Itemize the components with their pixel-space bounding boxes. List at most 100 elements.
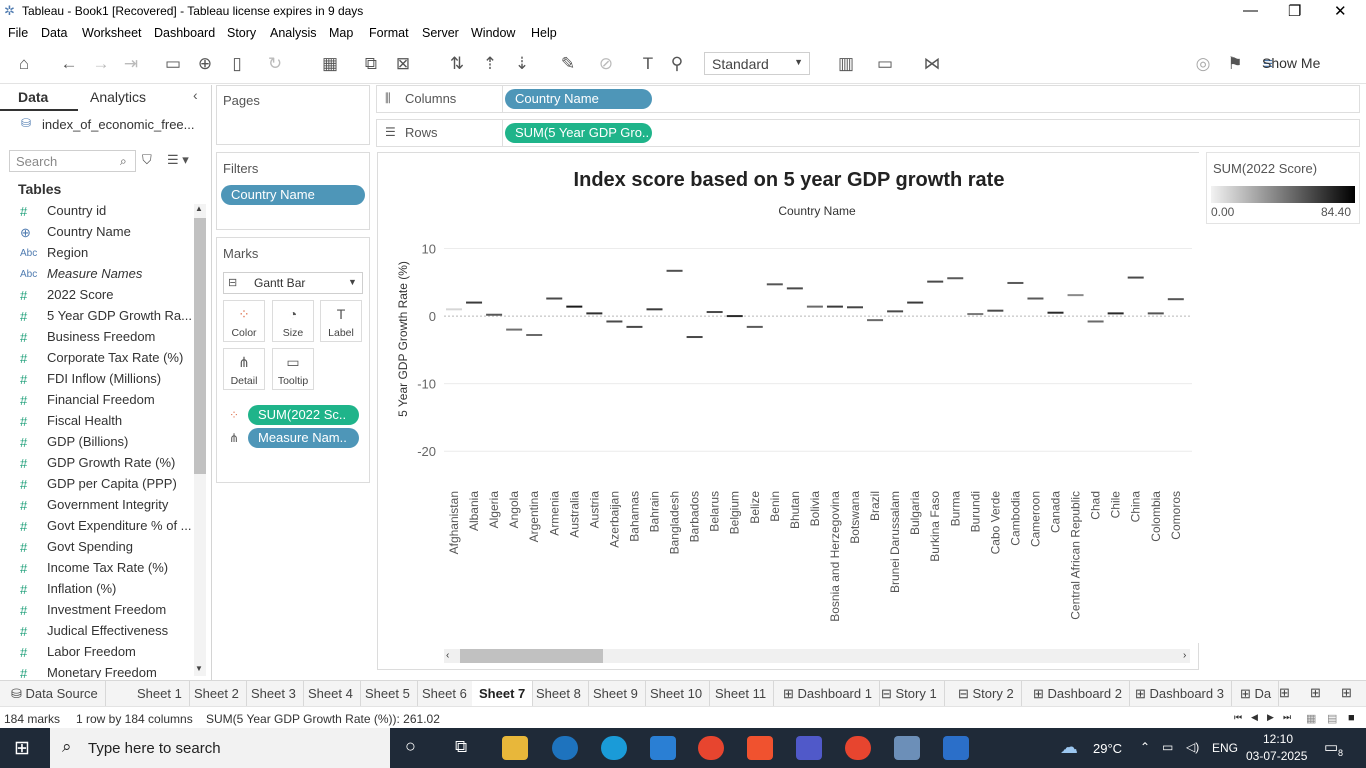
grid-view-icon[interactable]: ▦	[1306, 713, 1317, 725]
field-item[interactable]: # Income Tax Rate (%)	[0, 558, 192, 579]
highlight-icon[interactable]: ✎	[560, 54, 576, 73]
task-view-icon[interactable]: ⧉	[455, 737, 468, 756]
menu-worksheet[interactable]: Worksheet	[82, 26, 142, 40]
view-options-icon[interactable]: ☰ ▾	[167, 152, 189, 167]
sheet-tab[interactable]: ⊞ Dashboard 3	[1128, 681, 1232, 707]
windows-start-icon[interactable]: ⊞	[14, 738, 30, 759]
undo-icon[interactable]: ←	[60, 54, 78, 73]
swap-icon[interactable]: ⇅	[449, 54, 465, 73]
new-dashboard-icon[interactable]: ⊞	[1310, 685, 1321, 700]
new-datasource-icon[interactable]: ⊕	[197, 54, 213, 73]
menu-data[interactable]: Data	[41, 26, 68, 40]
duplicate-icon[interactable]: ⧉	[364, 54, 378, 73]
sort-asc-icon[interactable]: ⇡	[482, 54, 498, 73]
field-item[interactable]: # Investment Freedom	[0, 600, 192, 621]
size-button[interactable]: ◔ Size	[272, 300, 314, 342]
clock-date[interactable]: 03-07-2025	[1246, 749, 1308, 763]
field-item[interactable]: #2022 Score	[0, 285, 192, 306]
columns-pill-country-name[interactable]: Country Name	[505, 89, 652, 109]
teams-icon[interactable]	[796, 736, 822, 760]
new-story-icon[interactable]: ⊞	[1341, 685, 1352, 700]
refresh-icon[interactable]: ↻	[267, 54, 283, 73]
field-item[interactable]: Abc Measure Names	[0, 264, 192, 285]
field-item[interactable]: # Financial Freedom	[0, 390, 192, 411]
cortana-icon[interactable]: ○	[405, 736, 416, 756]
field-item[interactable]: # GDP per Capita (PPP)	[0, 474, 192, 495]
field-item[interactable]: # GDP Growth Rate (%)	[0, 453, 192, 474]
rows-pill-gdp-growth[interactable]: SUM(5 Year GDP Gro..	[505, 123, 652, 143]
field-search-input[interactable]: Search ⌕	[9, 150, 136, 172]
chrome-profile-icon[interactable]	[845, 736, 871, 760]
pause-updates-icon[interactable]: ▯	[232, 54, 242, 73]
detail-button[interactable]: ⋔ Detail	[223, 348, 265, 390]
save-icon[interactable]: ▭	[164, 54, 182, 73]
sheet-tab[interactable]: Sheet 7	[472, 681, 534, 707]
menu-file[interactable]: File	[8, 26, 29, 40]
sheet-tab[interactable]: ⛁ Data Source	[4, 681, 106, 707]
scroll-down-icon[interactable]: ▼	[195, 664, 203, 673]
field-item[interactable]: # Labor Freedom	[0, 642, 192, 663]
filters-card[interactable]: Filters Country Name	[216, 152, 370, 230]
tab-analytics[interactable]: Analytics	[90, 89, 147, 105]
field-item[interactable]: # Fiscal Health	[0, 411, 192, 432]
tray-chevron-icon[interactable]: ⌃	[1140, 740, 1151, 754]
nav-next-icon[interactable]: ▶	[1267, 712, 1274, 722]
notification-icon[interactable]: ▭	[1324, 739, 1339, 756]
menu-help[interactable]: Help	[531, 26, 557, 40]
field-item[interactable]: # Judical Effectiveness	[0, 621, 192, 642]
volume-icon[interactable]: ◁)	[1186, 740, 1200, 754]
redo-icon[interactable]: →	[92, 54, 110, 73]
ie-icon[interactable]	[552, 736, 578, 760]
store-icon[interactable]	[650, 736, 676, 760]
sheet-tab[interactable]: Sheet 11	[708, 681, 775, 707]
mark-type-dropdown[interactable]: ⊟ Gantt Bar ▼	[223, 272, 363, 294]
field-item[interactable]: # Govt Expenditure % of ...	[0, 516, 192, 537]
show-me-icon[interactable]: ≡	[1263, 54, 1273, 73]
photos-icon[interactable]	[943, 736, 969, 760]
color-button[interactable]: ⁘ Color	[223, 300, 265, 342]
nav-prev-icon[interactable]: ◀	[1251, 712, 1258, 722]
field-item[interactable]: # Govt Spending	[0, 537, 192, 558]
brave-icon[interactable]	[747, 736, 773, 760]
label-button[interactable]: T Label	[320, 300, 362, 342]
restore-icon[interactable]: ❐	[1288, 3, 1302, 20]
rows-shelf[interactable]: ☰ Rows SUM(5 Year GDP Gro..	[376, 119, 1360, 147]
tooltip-button[interactable]: ▭ Tooltip	[272, 348, 314, 390]
tab-data[interactable]: Data	[18, 89, 49, 105]
columns-shelf[interactable]: ⫼ Columns Country Name	[376, 85, 1360, 113]
file-explorer-icon[interactable]	[502, 736, 528, 760]
field-item[interactable]: # GDP (Billions)	[0, 432, 192, 453]
field-item[interactable]: Abc Region	[0, 243, 192, 264]
menu-window[interactable]: Window	[471, 26, 516, 40]
language-indicator[interactable]: ENG	[1212, 741, 1239, 755]
sheet-tab[interactable]: Sheet 6	[415, 681, 475, 707]
nav-last-icon[interactable]: ⏭	[1283, 712, 1292, 722]
presentation-icon[interactable]: ▭	[876, 54, 894, 73]
sort-desc-icon[interactable]: ⇣	[514, 54, 530, 73]
new-worksheet-icon[interactable]: ▦	[321, 54, 339, 73]
network-icon[interactable]: ▭	[1162, 740, 1174, 754]
field-item[interactable]: #5 Year GDP Growth Ra...	[0, 306, 192, 327]
sheet-tab[interactable]: Sheet 2	[187, 681, 247, 707]
collapse-pane-icon[interactable]: ‹	[193, 87, 198, 103]
group-icon[interactable]: ⊘	[598, 54, 614, 73]
field-item[interactable]: # Corporate Tax Rate (%)	[0, 348, 192, 369]
sheet-tab[interactable]: ⊞ Dashboard 2	[1026, 681, 1130, 707]
field-item[interactable]: # Monetary Freedom	[0, 663, 192, 678]
nav-first-icon[interactable]: ⏮	[1234, 712, 1243, 722]
field-item[interactable]: # FDI Inflow (Millions)	[0, 369, 192, 390]
scroll-right-icon[interactable]: ›	[1183, 650, 1187, 661]
fit-dropdown[interactable]: Standard ▼	[704, 52, 810, 75]
chart-type-icon[interactable]: ▥	[837, 54, 855, 73]
sheet-tab[interactable]: Sheet 4	[301, 681, 361, 707]
filter-icon[interactable]: ⛉	[142, 152, 152, 167]
filmstrip-icon[interactable]: ▤	[1327, 713, 1338, 725]
sheet-tab[interactable]: Sheet 10	[643, 681, 711, 707]
taskbar-search[interactable]: ⌕ Type here to search	[50, 728, 390, 768]
paint-icon[interactable]: ⚑	[1227, 54, 1243, 73]
marks-pill-measure-names[interactable]: Measure Nam..	[248, 428, 359, 448]
menu-format[interactable]: Format	[369, 26, 409, 40]
datasource-name[interactable]: index_of_economic_free...	[42, 117, 195, 132]
menu-server[interactable]: Server	[422, 26, 459, 40]
chrome-icon[interactable]	[698, 736, 724, 760]
